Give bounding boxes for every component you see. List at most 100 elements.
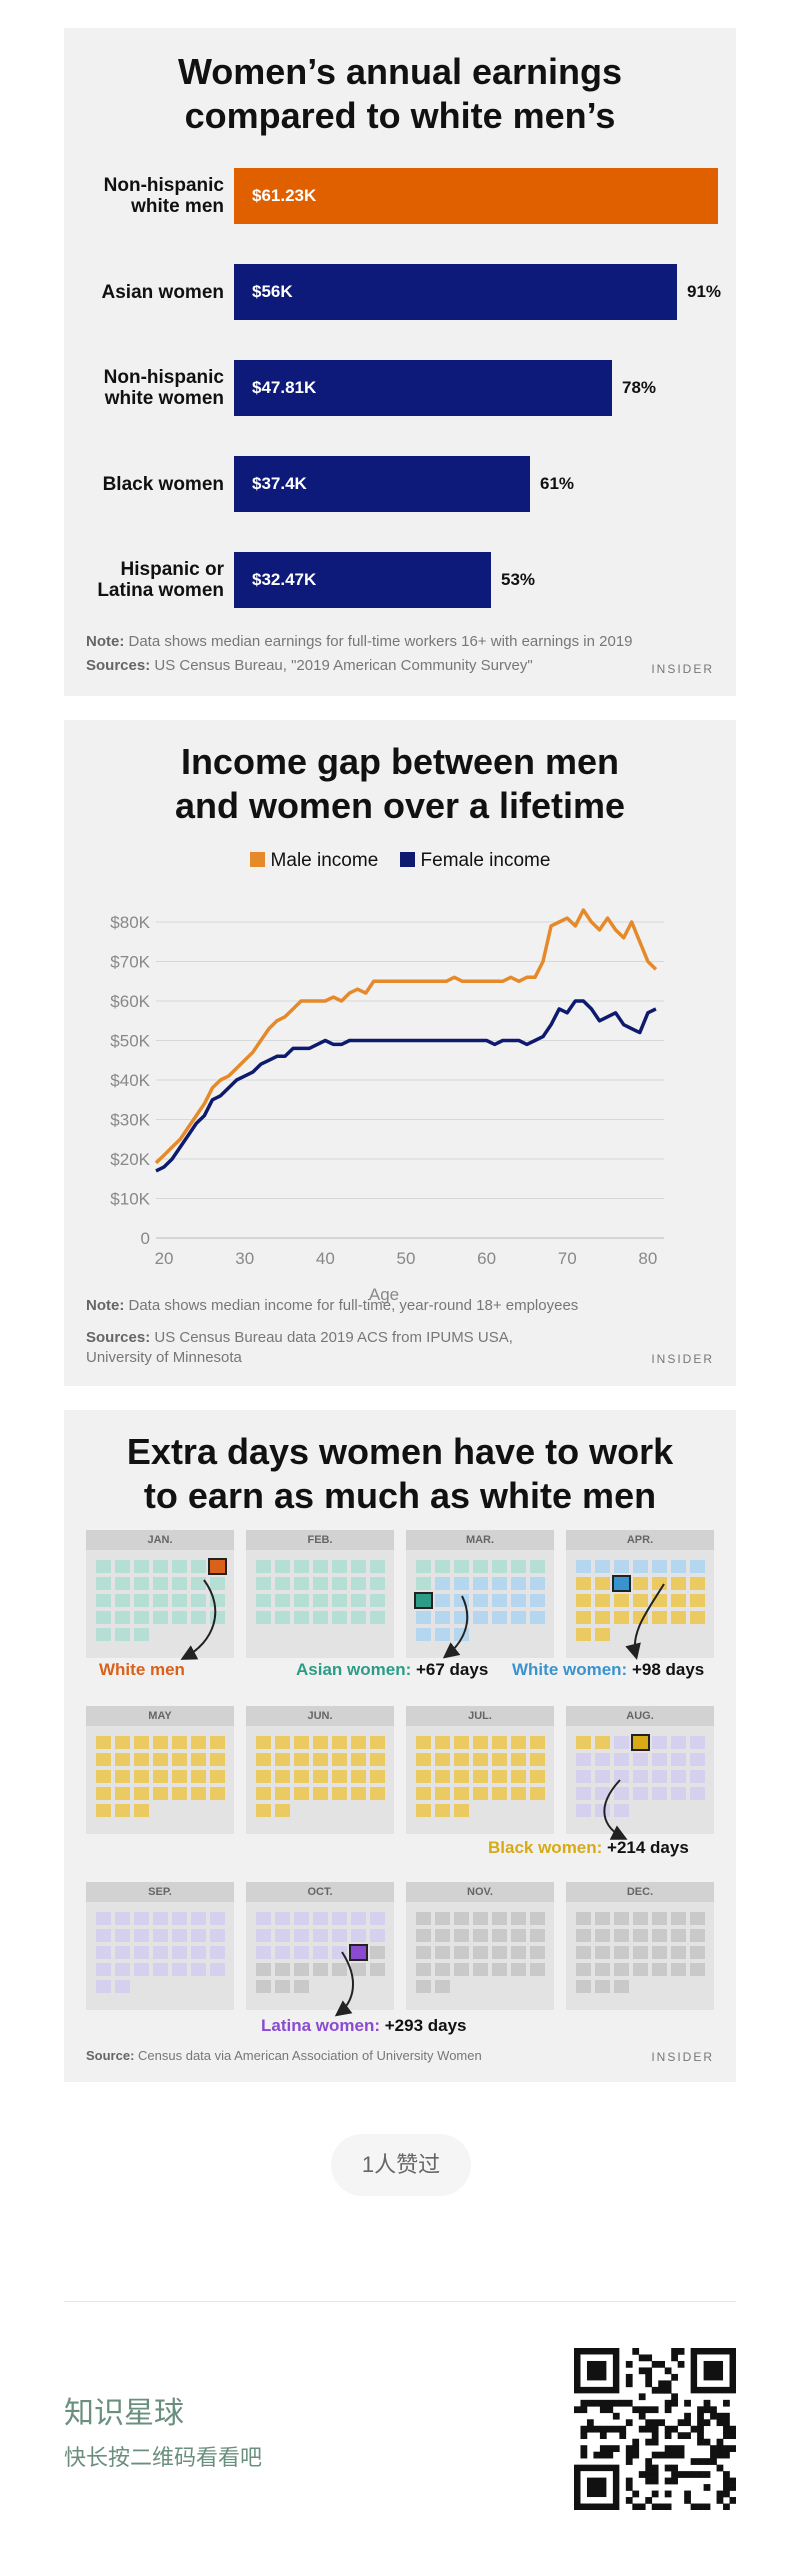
calendar-day <box>370 1787 385 1800</box>
calendar-day <box>191 1594 206 1607</box>
calendar-day <box>191 1787 206 1800</box>
x-tick-label: 30 <box>235 1249 254 1268</box>
bar-label: Black women <box>64 456 224 512</box>
calendar-day <box>134 1770 149 1783</box>
sources-text: US Census Bureau, "2019 American Communi… <box>150 657 533 674</box>
y-tick-label: $50K <box>110 1032 150 1051</box>
calendar-day <box>633 1560 648 1573</box>
calendar-day <box>671 1787 686 1800</box>
calendar-month: MAY <box>86 1706 234 1834</box>
calendar-day <box>435 1980 450 1993</box>
calendar-day <box>115 1770 130 1783</box>
calendar-day <box>612 1575 631 1592</box>
calendar-day <box>473 1770 488 1783</box>
calendar-day <box>370 1594 385 1607</box>
insider-logo: INSIDER <box>651 2050 714 2064</box>
calendar-day <box>153 1946 168 1959</box>
x-tick-label: 50 <box>397 1249 416 1268</box>
source-label: Source: <box>86 2048 135 2063</box>
calendar-day <box>416 1736 431 1749</box>
calendar-day <box>511 1560 526 1573</box>
calendar-day <box>115 1980 130 1993</box>
calendar-day <box>134 1594 149 1607</box>
calendar-day <box>576 1736 591 1749</box>
calendar-day <box>115 1804 130 1817</box>
x-tick-label: 20 <box>155 1249 174 1268</box>
calendar-day <box>690 1787 705 1800</box>
calendar-day <box>210 1929 225 1942</box>
calendar-day <box>492 1577 507 1590</box>
calendar-day <box>473 1912 488 1925</box>
calendar-day <box>96 1963 111 1976</box>
calendar-day <box>473 1736 488 1749</box>
calendar-day <box>294 1787 309 1800</box>
calendar-day <box>332 1560 347 1573</box>
calendar-day <box>633 1787 648 1800</box>
calendar-day <box>256 1980 271 1993</box>
calendar-day <box>416 1753 431 1766</box>
calendar-day <box>633 1963 648 1976</box>
calendar-day <box>275 1770 290 1783</box>
legend-label-male: Male income <box>270 850 379 871</box>
chart-note: Note: Data shows median income for full-… <box>86 1296 578 1316</box>
calendar-day <box>530 1787 545 1800</box>
calendar-day <box>294 1946 309 1959</box>
calendar-day <box>134 1963 149 1976</box>
calendar-day <box>454 1770 469 1783</box>
calendar-day <box>210 1577 225 1590</box>
calendar-day <box>631 1734 650 1751</box>
calendar-day <box>492 1912 507 1925</box>
legend-swatch-male <box>249 852 265 867</box>
x-tick-label: 60 <box>477 1249 496 1268</box>
calendar-day <box>576 1560 591 1573</box>
calendar-day <box>633 1770 648 1783</box>
calendar-day <box>435 1628 450 1641</box>
calendar-day <box>576 1980 591 1993</box>
calendar-day <box>153 1611 168 1624</box>
callout-asian-days: +67 days <box>411 1660 489 1679</box>
callout-white-men: White men <box>99 1660 185 1680</box>
calendar-day <box>633 1611 648 1624</box>
legend-item-female: Female income <box>399 850 550 872</box>
calendar-day <box>595 1946 610 1959</box>
like-count-button[interactable]: 1人赞过 <box>331 2134 471 2196</box>
calendar-day <box>256 1912 271 1925</box>
calendar-day <box>134 1577 149 1590</box>
calendar-day <box>275 1963 290 1976</box>
calendar-day <box>473 1594 488 1607</box>
calendar-day <box>256 1577 271 1590</box>
calendar-day <box>275 1929 290 1942</box>
callout-latina-women: Latina women: +293 days <box>261 2016 467 2036</box>
calendar-day <box>416 1929 431 1942</box>
calendar-day <box>351 1611 366 1624</box>
calendar-day <box>370 1963 385 1976</box>
calendar-day <box>210 1770 225 1783</box>
title-line-2: compared to white men’s <box>184 95 616 136</box>
calendar-day <box>576 1594 591 1607</box>
divider <box>64 2301 736 2302</box>
calendar-day <box>172 1787 187 1800</box>
calendar-day <box>595 1787 610 1800</box>
calendar-day <box>492 1946 507 1959</box>
calendar-day <box>275 1804 290 1817</box>
insider-logo: INSIDER <box>651 662 714 676</box>
calendar-day <box>191 1753 206 1766</box>
bar-label-line: white men <box>131 196 224 217</box>
bar-label-line: Non-hispanic <box>103 367 224 388</box>
calendar-day <box>454 1736 469 1749</box>
calendar-day <box>454 1594 469 1607</box>
calendar-day <box>153 1594 168 1607</box>
calendar-day <box>96 1628 111 1641</box>
calendar-day <box>576 1628 591 1641</box>
legend-item-male: Male income <box>249 850 379 872</box>
calendar-day <box>671 1929 686 1942</box>
calendar-day <box>633 1946 648 1959</box>
calendar-day <box>435 1560 450 1573</box>
calendar-day <box>435 1787 450 1800</box>
bar-label-line: Asian women <box>101 281 224 303</box>
calendar-day <box>349 1944 368 1961</box>
calendar-day <box>416 1912 431 1925</box>
calendar-day <box>530 1753 545 1766</box>
bar-label: Asian women <box>64 264 224 320</box>
calendar-day <box>115 1787 130 1800</box>
